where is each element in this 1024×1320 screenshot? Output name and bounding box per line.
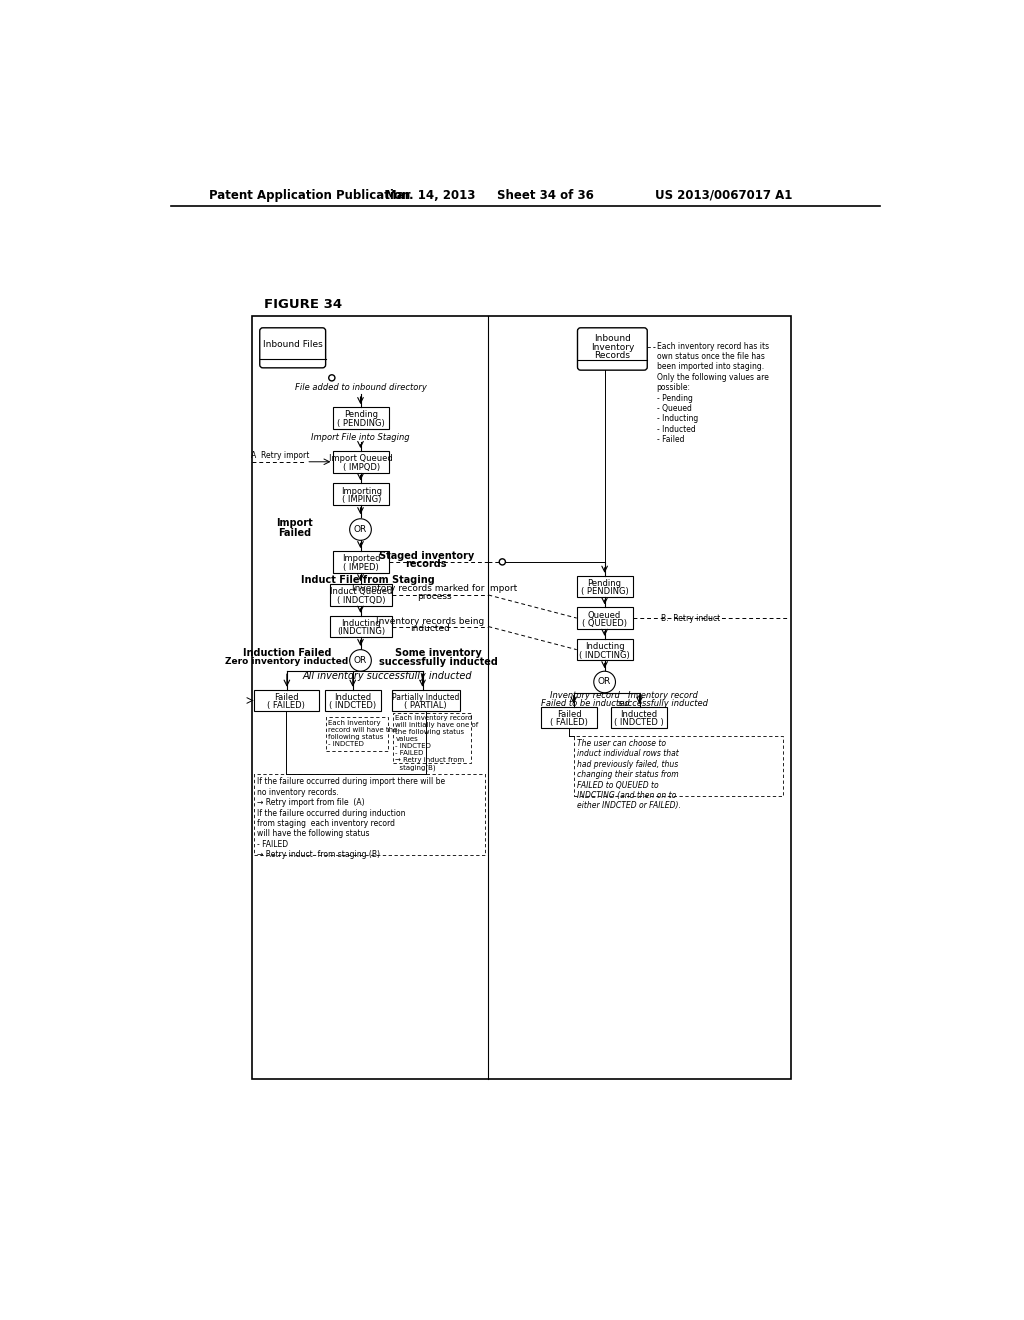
- Text: (INDCTING): (INDCTING): [337, 627, 385, 636]
- Circle shape: [349, 649, 372, 671]
- Bar: [334, 552, 389, 573]
- Text: ( IMPED): ( IMPED): [343, 562, 379, 572]
- FancyBboxPatch shape: [578, 327, 647, 370]
- Text: B.  Retry induct: B. Retry induct: [662, 614, 720, 623]
- Bar: [252, 317, 791, 1078]
- Bar: [334, 407, 389, 429]
- Text: Failed: Failed: [557, 710, 582, 719]
- Text: successfully inducted: successfully inducted: [617, 700, 708, 708]
- Text: Zero inventory inducted: Zero inventory inducted: [225, 657, 348, 667]
- Text: Partially Inducted: Partially Inducted: [392, 693, 460, 702]
- Bar: [334, 483, 389, 506]
- Bar: [573, 737, 783, 796]
- Text: Inducting: Inducting: [585, 642, 625, 651]
- Bar: [331, 585, 392, 606]
- Bar: [577, 639, 633, 660]
- Bar: [326, 718, 388, 751]
- Bar: [577, 576, 633, 598]
- Text: Import: Import: [276, 519, 313, 528]
- Bar: [254, 775, 485, 855]
- Text: ( IMPING): ( IMPING): [342, 495, 381, 504]
- Text: Pending: Pending: [344, 411, 378, 420]
- Bar: [334, 451, 389, 473]
- Circle shape: [329, 375, 335, 381]
- Circle shape: [594, 671, 615, 693]
- Text: ( FAILED): ( FAILED): [267, 701, 305, 710]
- Bar: [541, 706, 597, 729]
- Text: Inventory records being: Inventory records being: [376, 616, 484, 626]
- Bar: [254, 689, 318, 711]
- Text: ( INDCTQD): ( INDCTQD): [337, 595, 385, 605]
- Text: Inventory record: Inventory record: [550, 690, 621, 700]
- Text: Induct File from Staging: Induct File from Staging: [301, 576, 435, 585]
- Text: Staged inventory: Staged inventory: [379, 550, 474, 561]
- Text: Inducting: Inducting: [341, 619, 381, 628]
- Text: OR: OR: [354, 525, 368, 535]
- Text: ( PENDING): ( PENDING): [581, 587, 629, 597]
- Text: Induction Failed: Induction Failed: [243, 648, 331, 657]
- Text: ( INDCTED): ( INDCTED): [329, 701, 376, 710]
- Text: Each inventory record has its
own status once the file has
been imported into st: Each inventory record has its own status…: [656, 342, 769, 445]
- Text: If the failure occurred during import there will be
no inventory records.
→ Retr: If the failure occurred during import th…: [257, 777, 445, 859]
- Bar: [391, 689, 460, 711]
- Text: ( INDCTING): ( INDCTING): [580, 651, 630, 660]
- Text: Patent Application Publication: Patent Application Publication: [209, 189, 411, 202]
- Text: Each inventory
record will have the
following status
- INDCTED: Each inventory record will have the foll…: [328, 719, 397, 747]
- Text: Each inventory record
will initially have one of
the following status
values
- I: Each inventory record will initially hav…: [395, 715, 478, 771]
- Bar: [325, 689, 381, 711]
- Bar: [393, 713, 471, 763]
- Text: Some inventory: Some inventory: [394, 648, 481, 657]
- Text: Mar. 14, 2013: Mar. 14, 2013: [385, 189, 475, 202]
- Text: ( FAILED): ( FAILED): [550, 718, 588, 727]
- Text: OR: OR: [598, 677, 611, 686]
- Text: All inventory successfully inducted: All inventory successfully inducted: [303, 671, 472, 681]
- Text: FIGURE 34: FIGURE 34: [263, 298, 342, 312]
- Bar: [331, 616, 392, 638]
- Text: Records: Records: [594, 351, 631, 360]
- Text: A  Retry import: A Retry import: [252, 451, 310, 461]
- Text: File added to inbound directory: File added to inbound directory: [295, 383, 426, 392]
- Text: Import File into Staging: Import File into Staging: [311, 433, 410, 442]
- Text: Inbound: Inbound: [594, 334, 631, 343]
- Text: ( PARTIAL): ( PARTIAL): [404, 701, 446, 710]
- Text: Pending: Pending: [588, 579, 622, 587]
- Text: Failed: Failed: [273, 693, 298, 702]
- Text: records: records: [406, 560, 447, 569]
- Text: Inventory records marked for import: Inventory records marked for import: [351, 585, 517, 593]
- Text: Induct Queued: Induct Queued: [330, 587, 392, 597]
- Text: process: process: [417, 593, 452, 601]
- Text: Sheet 34 of 36: Sheet 34 of 36: [497, 189, 593, 202]
- Circle shape: [500, 558, 506, 565]
- FancyBboxPatch shape: [260, 327, 326, 368]
- Text: US 2013/0067017 A1: US 2013/0067017 A1: [654, 189, 792, 202]
- Text: Inbound Files: Inbound Files: [263, 341, 323, 350]
- Text: Imported: Imported: [342, 554, 381, 564]
- Circle shape: [349, 519, 372, 540]
- Text: Inventory: Inventory: [591, 343, 634, 351]
- Text: ( QUEUED): ( QUEUED): [582, 619, 627, 628]
- Text: Failed: Failed: [279, 528, 311, 537]
- Text: Importing: Importing: [341, 487, 382, 495]
- Bar: [611, 706, 667, 729]
- Text: Queued: Queued: [588, 611, 622, 619]
- Text: OR: OR: [354, 656, 368, 665]
- Text: Import Queued: Import Queued: [330, 454, 393, 463]
- Text: Failed to be inducted: Failed to be inducted: [541, 700, 630, 708]
- Text: ( INDCTED ): ( INDCTED ): [613, 718, 664, 727]
- Text: The user can choose to
induct individual rows that
had previously failed, thus
c: The user can choose to induct individual…: [577, 739, 681, 810]
- Text: inducted: inducted: [411, 624, 451, 634]
- Text: Inventory record: Inventory record: [628, 690, 697, 700]
- Text: ( IMPQD): ( IMPQD): [343, 463, 380, 471]
- Text: successfully inducted: successfully inducted: [379, 657, 498, 667]
- Text: ( PENDING): ( PENDING): [337, 418, 385, 428]
- Bar: [577, 607, 633, 628]
- Text: Inducted: Inducted: [621, 710, 657, 719]
- Text: Inducted: Inducted: [334, 693, 372, 702]
